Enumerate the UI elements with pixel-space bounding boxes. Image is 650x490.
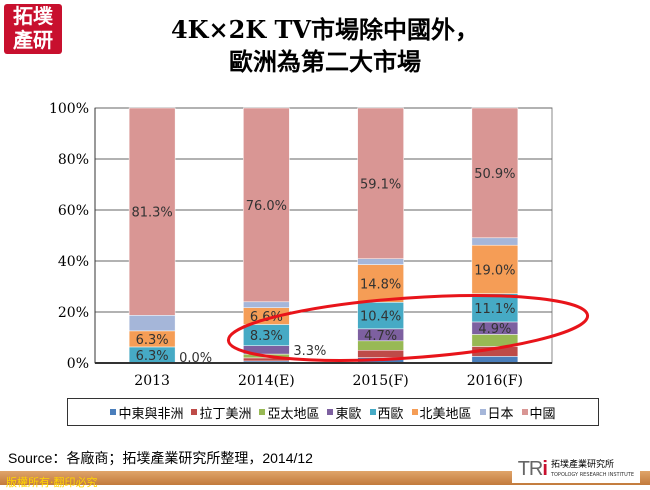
legend-label: 拉丁美洲	[199, 406, 252, 422]
bar-segment	[471, 237, 519, 246]
legend-label: 亞太地區	[267, 406, 320, 422]
x-tick-label: 2014(E)	[238, 373, 295, 389]
legend-label: 中國	[529, 406, 556, 422]
tri-name: 拓墣產業研究所	[550, 459, 614, 470]
legend-item: 拉丁美洲	[191, 403, 251, 422]
legend-label: 東歐	[335, 406, 362, 422]
data-label: 3.3%	[293, 344, 326, 359]
legend-item: 西歐	[369, 403, 404, 422]
data-label: 8.3%	[250, 329, 283, 344]
bar-segment	[357, 264, 404, 303]
y-tick-label: 20%	[58, 305, 89, 321]
legend-swatch	[369, 409, 376, 415]
legend-item: 中國	[521, 403, 556, 422]
highlight-ellipse	[226, 294, 590, 362]
copyright-text: 版權所有‧翻印必究	[6, 476, 98, 489]
data-label: 14.8%	[360, 277, 401, 292]
stacked-bar-chart: 0%20%40%60%80%100%0.0%6.3%6.3%81.3%20133…	[49, 101, 590, 389]
bar-segment	[128, 315, 176, 332]
x-tick-label: 2016(F)	[467, 373, 523, 389]
legend-swatch	[191, 409, 198, 415]
legend-label: 西歐	[377, 406, 404, 422]
tri-english: TOPOLOGY RESEARCH INSTITUTE	[550, 471, 634, 478]
data-label: 6.3%	[136, 349, 169, 364]
legend-item: 東歐	[327, 403, 362, 422]
bar-segment	[471, 244, 519, 294]
bar-segment	[128, 107, 176, 316]
legend: 中東與非洲 拉丁美洲 亞太地區 東歐 西歐 北美地區 日本 中國	[67, 398, 599, 426]
legend-label: 北美地區	[419, 406, 472, 422]
data-label: 4.9%	[478, 322, 511, 337]
data-label: 81.3%	[131, 206, 172, 221]
legend-swatch	[327, 409, 334, 415]
bar-segment	[243, 301, 290, 308]
bar-segment	[471, 293, 519, 323]
tri-logo: TRi 拓墣產業研究所 TOPOLOGY RESEARCH INSTITUTE	[511, 456, 640, 483]
title-line1: 4K×2K TV市場除中國外，	[170, 15, 480, 44]
bar-segment	[357, 258, 404, 265]
chart-title: 4K×2K TV市場除中國外， 歐洲為第二大市場	[0, 14, 650, 78]
y-tick-label: 80%	[58, 152, 89, 168]
tri-mark: TRi	[517, 458, 548, 480]
bar-segment	[357, 107, 404, 259]
data-label: 50.9%	[474, 167, 515, 182]
legend-item: 中東與非洲	[110, 403, 183, 422]
legend-label: 日本	[487, 406, 514, 422]
data-label: 11.1%	[474, 302, 515, 317]
legend-swatch	[521, 409, 528, 415]
legend-item: 日本	[479, 403, 514, 422]
y-tick-label: 0%	[67, 356, 89, 372]
legend-swatch	[411, 409, 418, 415]
legend-item: 北美地區	[411, 403, 472, 422]
bar-segment	[357, 302, 404, 330]
legend-label: 中東與非洲	[118, 406, 184, 422]
legend-item: 亞太地區	[259, 403, 319, 422]
source-note: Source：各廠商；拓墣產業研究所整理，2014/12	[8, 450, 313, 466]
data-label: 19.0%	[474, 263, 515, 278]
legend-swatch	[110, 409, 117, 415]
data-label: 10.4%	[360, 310, 401, 325]
data-label: 76.0%	[246, 199, 287, 214]
data-label: 6.3%	[136, 333, 169, 348]
legend-swatch	[259, 409, 266, 415]
data-label: 4.7%	[364, 329, 397, 344]
legend-swatch	[479, 409, 486, 415]
bar-segment	[357, 350, 404, 358]
x-tick-label: 2015(F)	[352, 373, 408, 389]
logo-text: 拓墣產研	[13, 4, 53, 52]
y-tick-label: 100%	[49, 101, 89, 117]
bar-segment	[243, 107, 290, 303]
bar-segment	[471, 107, 519, 239]
x-tick-label: 2013	[134, 373, 170, 389]
y-tick-label: 40%	[58, 254, 89, 270]
title-line2: 歐洲為第二大市場	[229, 47, 421, 76]
logo: 拓墣產研	[4, 4, 62, 54]
y-tick-label: 60%	[58, 203, 89, 219]
data-label: 59.1%	[360, 177, 401, 192]
